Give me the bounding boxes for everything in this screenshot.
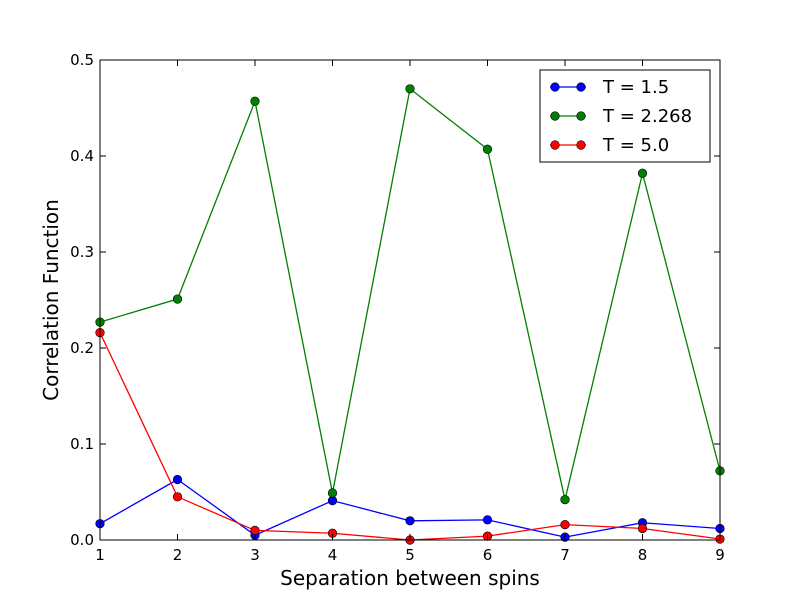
data-point [482, 515, 493, 525]
data-point [405, 84, 415, 94]
y-tick-label: 0.3 [70, 243, 94, 261]
data-point [250, 525, 260, 536]
legend-marker [550, 140, 560, 150]
x-tick-label: 5 [405, 546, 415, 564]
x-tick-label: 9 [715, 546, 725, 564]
x-tick-label: 8 [638, 546, 648, 564]
data-point [405, 516, 415, 526]
legend-marker [550, 111, 560, 121]
data-point [327, 488, 338, 498]
y-tick-label: 0.4 [70, 147, 94, 165]
data-point [637, 168, 648, 178]
x-tick-label: 2 [173, 546, 183, 564]
legend: T = 1.5 T = 2.268 T = 5.0 [539, 69, 711, 163]
legend-marker [576, 140, 586, 150]
x-axis-label: Separation between spins [280, 566, 540, 590]
legend-marker [576, 111, 586, 121]
x-tick-label: 7 [560, 546, 570, 564]
data-point [560, 520, 570, 530]
x-tick-label: 1 [95, 546, 105, 564]
legend-label: T = 1.5 [602, 77, 669, 98]
data-point [172, 294, 183, 304]
legend-label: T = 5.0 [602, 135, 669, 156]
y-tick-label: 0.1 [70, 435, 94, 453]
y-axis-label: Correlation Function [39, 199, 63, 401]
data-point [560, 495, 570, 505]
data-point [172, 474, 183, 485]
data-point [637, 523, 648, 534]
x-tick-label: 3 [250, 546, 260, 564]
data-point [172, 492, 183, 502]
legend-marker [576, 82, 586, 92]
x-tick-label: 6 [483, 546, 493, 564]
data-point [482, 144, 493, 154]
data-point [327, 496, 338, 506]
legend-label: T = 2.268 [602, 106, 692, 127]
ticks-layer: 1 2 3 4 5 6 7 8 9 0.0 0.1 0.2 0.3 0.4 0.5 [70, 51, 725, 564]
x-tick-label: 4 [328, 546, 338, 564]
y-tick-label: 0.0 [70, 531, 94, 549]
data-point [250, 96, 260, 106]
y-tick-label: 0.5 [70, 51, 94, 69]
y-tick-label: 0.2 [70, 339, 94, 357]
legend-marker [550, 82, 560, 92]
